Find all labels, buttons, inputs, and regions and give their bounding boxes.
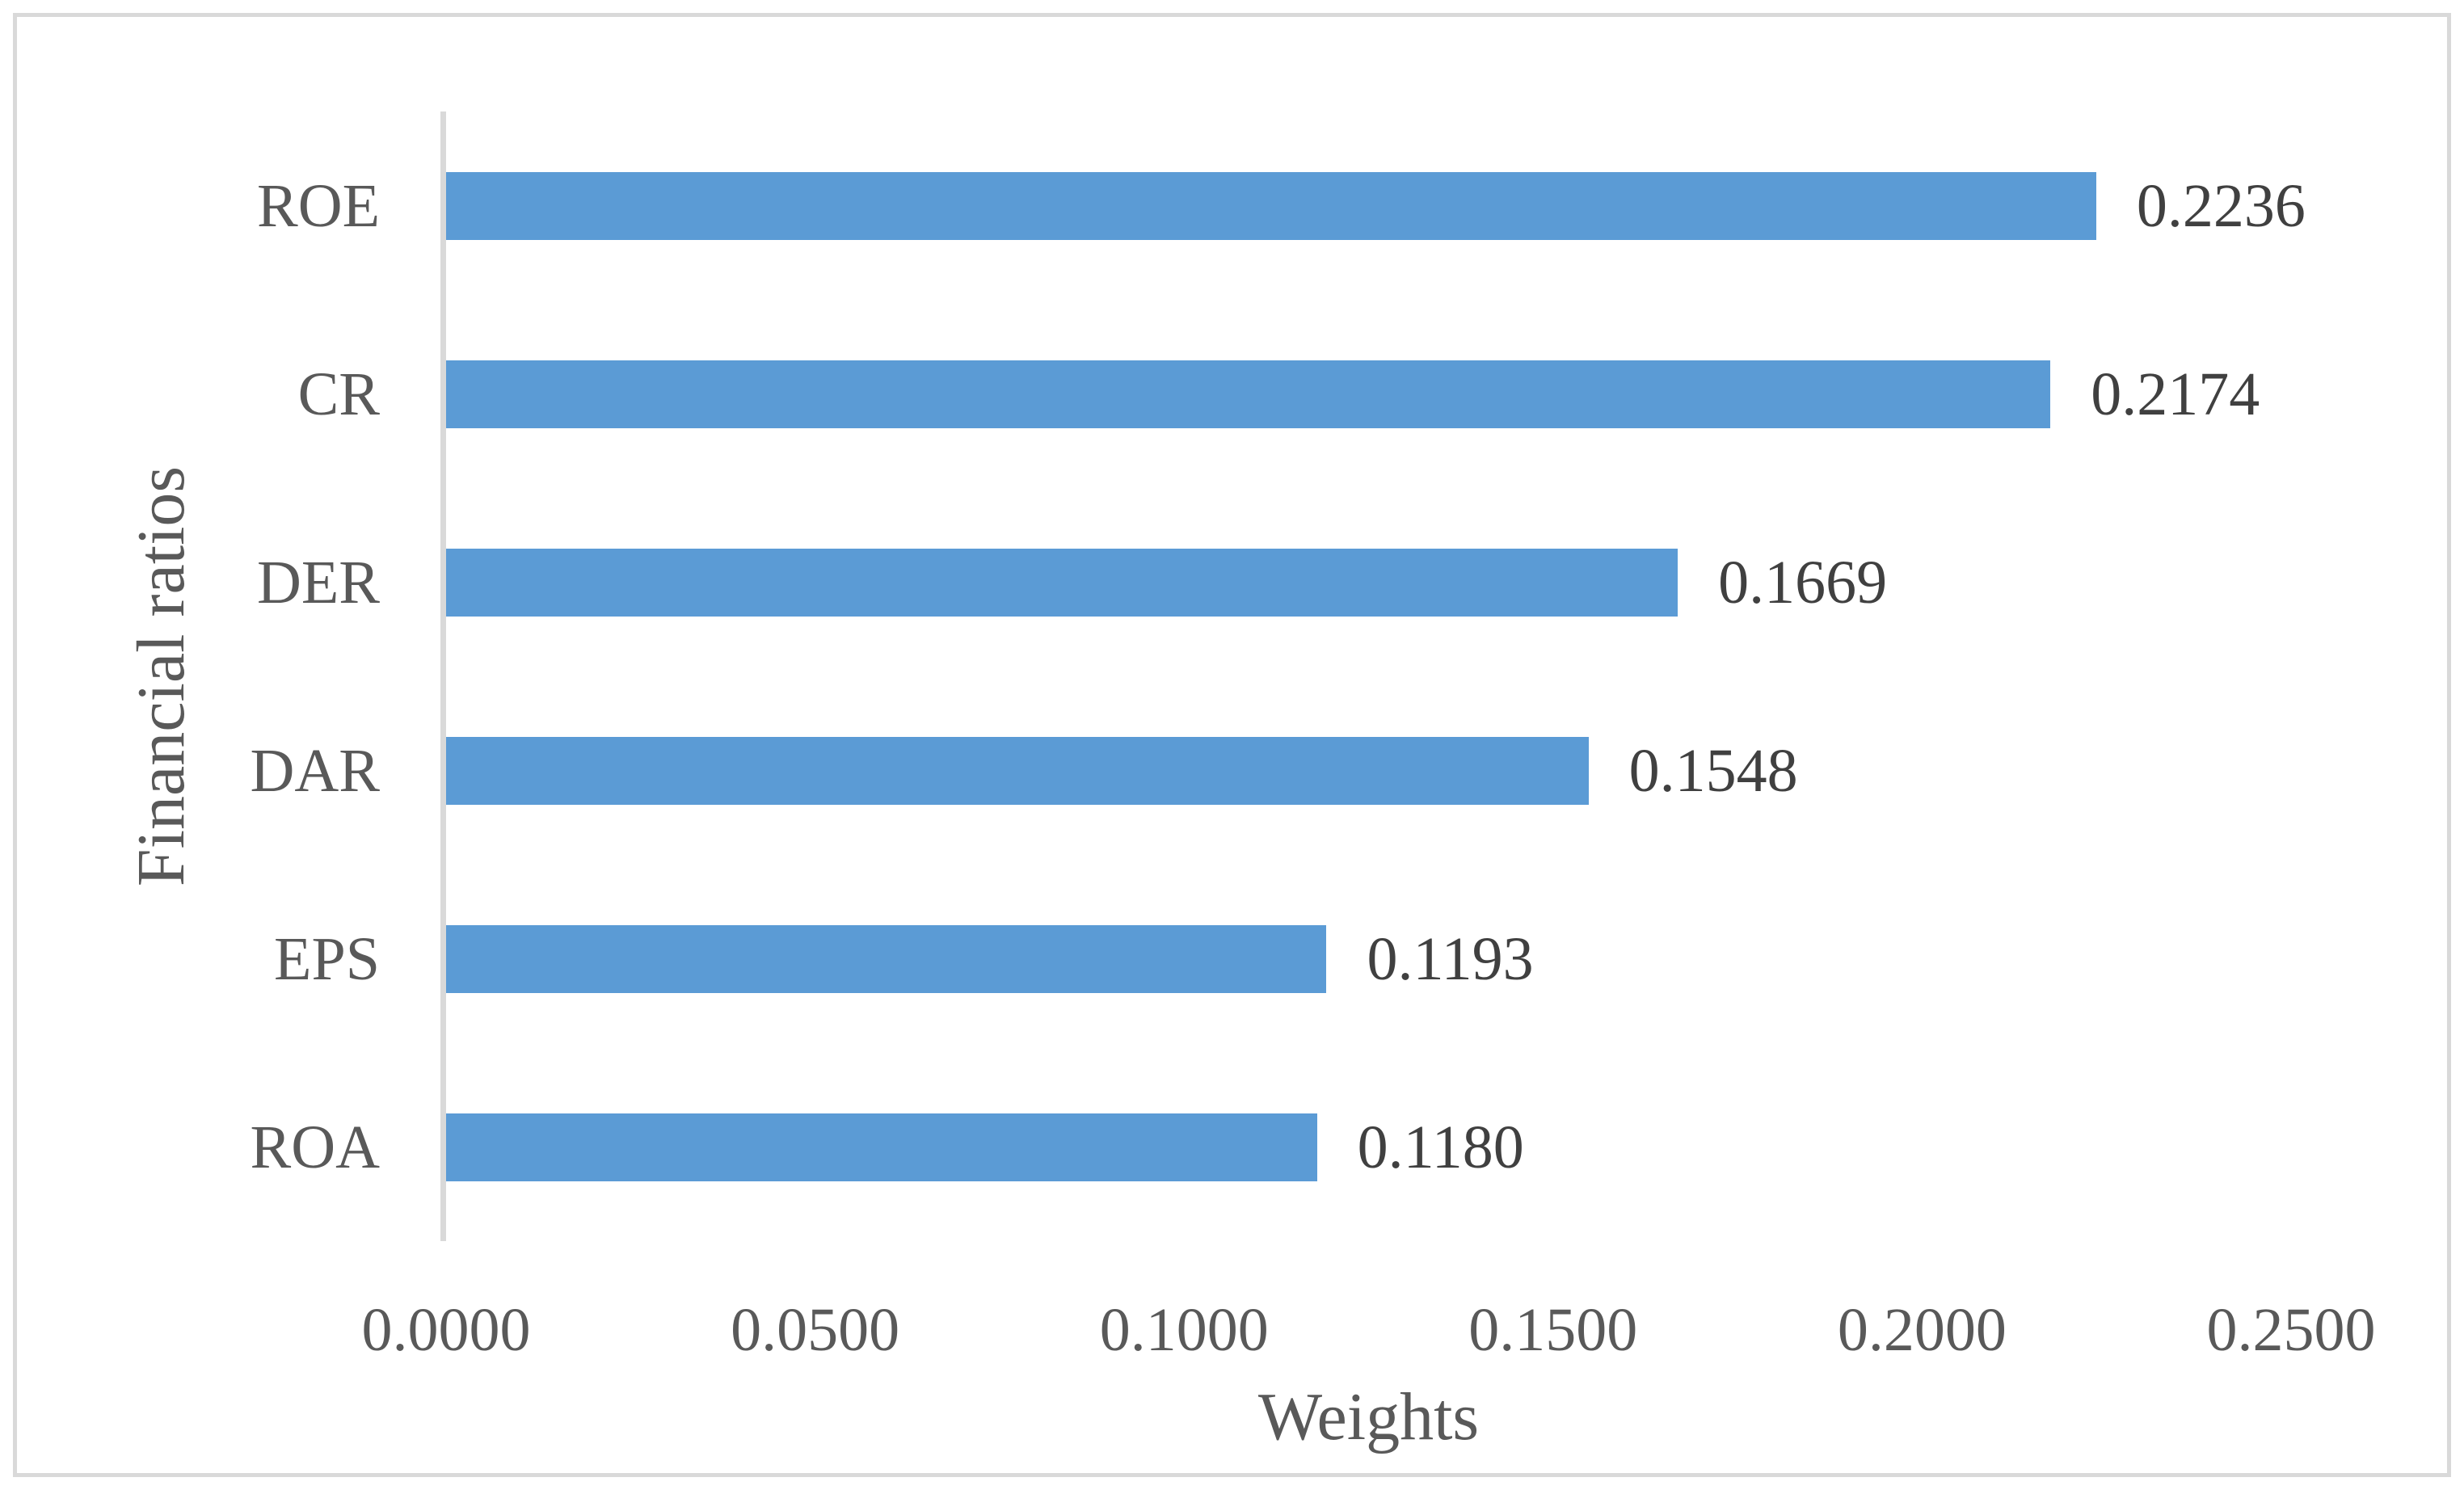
plot-area: 0.2236 0.2174 0.1669 0.1548 0.1193 0.1180 <box>446 112 2306 1241</box>
category-label-roe: ROE <box>257 171 380 240</box>
bar-der <box>446 548 1678 617</box>
x-axis-title: Weights <box>1257 1379 1480 1454</box>
bar-eps <box>446 924 1327 993</box>
x-tick-label: 0.2000 <box>1837 1296 2007 1364</box>
y-axis-line <box>440 112 446 1241</box>
data-label: 0.1548 <box>1628 736 1798 805</box>
category-label-eps: EPS <box>274 924 380 993</box>
x-tick-label: 0.0000 <box>361 1296 531 1364</box>
bar-roe <box>446 171 2096 240</box>
bar-row: 0.1548 <box>446 676 2291 865</box>
bar-cr <box>446 360 2051 428</box>
x-tick-label: 0.1000 <box>1099 1296 1269 1364</box>
bar-row: 0.1193 <box>446 865 2291 1053</box>
x-tick-label: 0.2500 <box>2206 1296 2376 1364</box>
bar-roa <box>446 1113 1317 1181</box>
data-label: 0.2236 <box>2136 171 2306 240</box>
bar-row: 0.1669 <box>446 488 2291 676</box>
data-label: 0.2174 <box>2091 360 2260 428</box>
bar-row: 0.1180 <box>446 1053 2291 1241</box>
category-label-dar: DAR <box>250 736 380 805</box>
category-label-der: DER <box>257 548 380 617</box>
data-label: 0.1180 <box>1357 1113 1524 1181</box>
bar-row: 0.2174 <box>446 300 2291 488</box>
category-label-roa: ROA <box>250 1113 380 1181</box>
category-label-cr: CR <box>297 360 380 428</box>
category-axis-labels: ROE CR DER DAR EPS ROA <box>0 112 380 1241</box>
bar-dar <box>446 736 1589 805</box>
data-label: 0.1669 <box>1718 548 1888 617</box>
bar-row: 0.2236 <box>446 112 2306 300</box>
x-axis-tick-labels: 0.0000 0.0500 0.1000 0.1500 0.2000 0.2500 <box>362 1296 2376 1388</box>
x-tick-label: 0.0500 <box>731 1296 900 1364</box>
data-label: 0.1193 <box>1367 924 1534 993</box>
x-tick-label: 0.1500 <box>1468 1296 1638 1364</box>
